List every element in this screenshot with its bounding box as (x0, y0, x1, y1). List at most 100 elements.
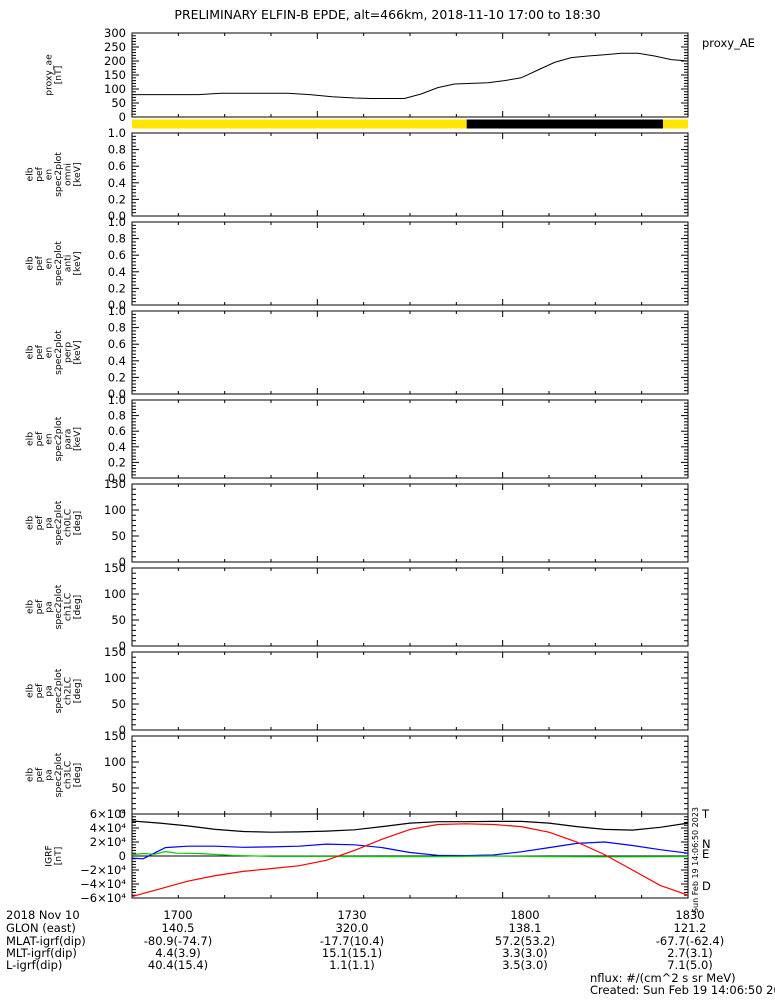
y-axis-label-line: pef (34, 767, 45, 782)
y-tick-label: −2×10⁴ (80, 863, 126, 877)
footer-cell: 40.4(15.4) (148, 958, 208, 972)
legend-item-N: N (702, 837, 711, 851)
y-axis-label-line: pa (43, 685, 54, 696)
y-tick-label: 0.4 (108, 265, 126, 279)
y-axis-label-line: perp (62, 342, 73, 363)
y-tick-label: 0.8 (108, 409, 126, 423)
y-tick-label: 300 (104, 26, 126, 40)
y-tick-label: 0 (119, 110, 126, 124)
y-axis-label-line: spec2plot (53, 241, 64, 286)
y-axis-label-line: [deg] (72, 763, 83, 788)
y-tick-label: 150 (104, 645, 126, 659)
y-tick-label: 0 (119, 723, 126, 737)
legend-item-E: E (702, 847, 709, 861)
y-tick-label: 1.0 (108, 215, 126, 229)
y-tick-label: 1.0 (108, 304, 126, 318)
footer-cell: 2.7(3.1) (667, 946, 713, 960)
y-tick-label: 0.8 (108, 321, 126, 335)
panel-frame (131, 132, 689, 217)
y-tick-label: 0.0 (108, 298, 126, 312)
y-axis-label-line: elb (24, 167, 35, 181)
y-axis-label-line: ch2LC (62, 677, 73, 705)
y-axis-label-line: elb (24, 600, 35, 614)
footer-cell: 1800 (510, 908, 539, 922)
y-tick-label: 0.2 (108, 281, 126, 295)
footer-row-label: MLT-igrf(dip) (6, 946, 77, 960)
y-axis-label-line: pef (34, 431, 45, 446)
y-tick-label: 50 (111, 613, 126, 627)
footer-cell: 3.5(3.0) (502, 958, 548, 972)
panel-frame (131, 567, 689, 647)
y-axis-label-line: [nT] (53, 66, 64, 85)
y-tick-label: 0.6 (108, 248, 126, 262)
footer-row-label: L-igrf(dip) (6, 958, 62, 972)
y-tick-label: −4×10⁴ (80, 877, 126, 891)
proxy-ae-trace (132, 52, 689, 99)
y-axis-label-line: ch0LC (62, 509, 73, 537)
panel-en_anti: 1.0 0.8 0.6 0.4 0.2 0.0 elbpefenspec2plotanti[… (24, 215, 689, 312)
page-title: PRELIMINARY ELFIN-B EPDE, alt=466km, 201… (174, 7, 600, 22)
footer-cell: -17.7(10.4) (320, 934, 384, 948)
y-tick-label: 100 (104, 82, 126, 96)
y-axis-label-line: en (43, 258, 54, 270)
y-axis-label-line: spec2plot (53, 584, 64, 629)
status-bar-segment (662, 119, 688, 129)
y-tick-label: 0.6 (108, 159, 126, 173)
y-tick-label: 0.4 (108, 354, 126, 368)
igrf-trace-D (131, 823, 689, 898)
created-footnote: Created: Sun Feb 19 14:06:50 2023 (590, 983, 775, 997)
y-tick-label: 4×10⁴ (90, 821, 127, 835)
y-tick-label: 100 (104, 503, 126, 517)
y-axis-label-line: en (43, 347, 54, 359)
panel-frame (131, 310, 689, 395)
y-axis-label-line: elb (24, 345, 35, 359)
legend-item-T: T (701, 807, 710, 821)
y-axis-label-line: pef (34, 515, 45, 530)
y-tick-label: 0.0 (108, 209, 126, 223)
y-axis-label-line: en (43, 169, 54, 181)
footer-cell: 1830 (675, 908, 704, 922)
y-axis-label-line: spec2plot (53, 330, 64, 375)
y-tick-label: 0 (119, 639, 126, 653)
igrf-trace-E (131, 850, 689, 858)
y-axis-label-line: spec2plot (53, 416, 64, 461)
y-tick-label: 0.8 (108, 232, 126, 246)
y-axis-label-line: proxy_ae (43, 54, 54, 96)
footer-cell: 3.3(3.0) (502, 946, 548, 960)
y-axis-label-line: IGRF (43, 845, 54, 867)
y-axis-label-line: spec2plot (53, 668, 64, 713)
y-axis-label-line: pef (34, 344, 45, 359)
y-axis-label-line: pef (34, 599, 45, 614)
y-axis-label-line: omni (62, 163, 73, 186)
y-axis-label-line: ch3LC (62, 761, 73, 789)
y-axis-label-line: pef (34, 166, 45, 181)
y-axis-label-line: [keV] (72, 340, 83, 364)
footer-row-label: 2018 Nov 10 (6, 908, 80, 922)
y-tick-label: 0.4 (108, 440, 126, 454)
y-axis-label-line: elb (24, 768, 35, 782)
y-axis-label-line: pa (43, 517, 54, 528)
y-axis-label-line: [keV] (72, 251, 83, 275)
footer-cell: -67.7(-62.4) (656, 934, 724, 948)
y-tick-label: 1.0 (108, 126, 126, 140)
panel-frame (131, 399, 689, 479)
y-tick-label: 0 (119, 807, 126, 821)
y-tick-label: 100 (104, 755, 126, 769)
footer-cell: -80.9(-74.7) (144, 934, 212, 948)
panel-en_omni: 1.0 0.8 0.6 0.4 0.2 0.0 elbpefenspec2plotomni[… (24, 126, 689, 223)
panel-en_perp: 1.0 0.8 0.6 0.4 0.2 0.0 elbpefenspec2plotperp[… (24, 304, 689, 401)
y-tick-label: 0.0 (108, 387, 126, 401)
y-tick-label: 150 (104, 68, 126, 82)
footer-cell: 1730 (337, 908, 366, 922)
y-tick-label: −6×10⁴ (80, 891, 126, 905)
y-tick-label: 0 (119, 555, 126, 569)
y-tick-label: 0.6 (108, 424, 126, 438)
y-tick-label: 250 (104, 40, 126, 54)
footer-cell: 320.0 (336, 921, 369, 935)
y-tick-label: 0.0 (108, 471, 126, 485)
y-tick-label: 1.0 (108, 393, 126, 407)
